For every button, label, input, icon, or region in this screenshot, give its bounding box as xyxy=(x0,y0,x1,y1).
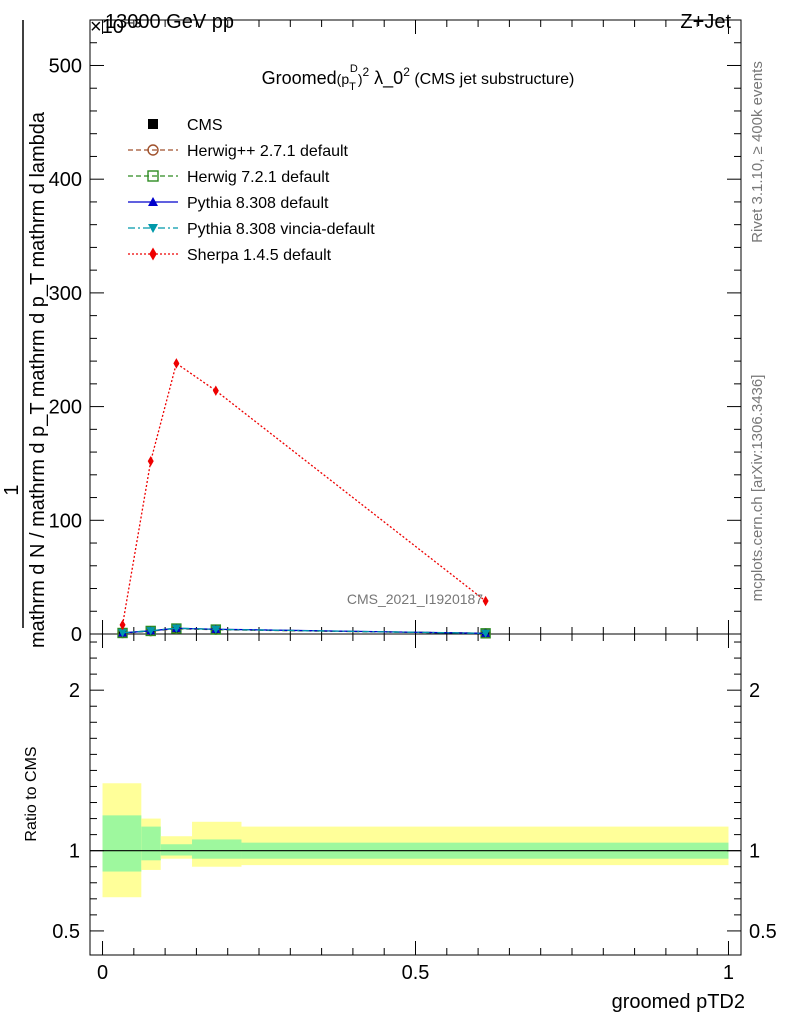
data-point-5-3 xyxy=(212,385,219,396)
ratio-y-tick-label: 2 xyxy=(69,680,80,702)
legend-label-2: Herwig 7.2.1 default xyxy=(187,169,330,186)
process-label: Z+Jet xyxy=(680,11,731,33)
energy-label: 13000 GeV pp xyxy=(105,11,234,33)
analysis-watermark: CMS_2021_I1920187 xyxy=(347,591,483,607)
ratio-y-tick-label-right: 0.5 xyxy=(749,921,777,943)
legend: CMS Herwig++ 2.7.1 default Herwig 7.2.1 de… xyxy=(128,117,375,264)
x-tick-label: 1 xyxy=(723,962,734,984)
main-y-tick-label: 400 xyxy=(49,169,82,191)
legend-marker-5 xyxy=(149,247,157,261)
main-plot-frame: 0 100 200 300 400 500 xyxy=(49,19,742,646)
legend-label-4: Pythia 8.308 vincia-default xyxy=(187,221,375,238)
title-part: (CMS jet substructure) xyxy=(410,71,574,88)
main-y-tick-label: 0 xyxy=(71,624,82,646)
main-plot-data xyxy=(117,358,491,639)
legend-label-3: Pythia 8.308 default xyxy=(187,195,329,212)
inner-band-3 xyxy=(192,839,242,859)
y-label-numerator: 1 xyxy=(1,484,23,495)
legend-label-0: CMS xyxy=(187,117,223,134)
main-frame-box xyxy=(89,19,742,635)
x-tick-label: 0.5 xyxy=(402,962,430,984)
inner-band-1 xyxy=(141,826,161,861)
ratio-plot-frame: 0.5 0.5 1 1 2 2 0 0.5 1 xyxy=(52,633,777,984)
plot-title: Groomed(pTD)2 λ_02 (CMS jet substructure… xyxy=(262,63,575,93)
legend-marker-2 xyxy=(147,170,159,182)
series-5 xyxy=(119,358,489,631)
mcplots-label: mcplots.cern.ch [arXiv:1306.3436] xyxy=(749,375,766,602)
data-point-4-2 xyxy=(171,624,181,633)
data-point-4-3 xyxy=(211,625,221,634)
data-point-4-4 xyxy=(481,629,491,638)
data-point-5-2 xyxy=(173,358,180,369)
title-part: 2 xyxy=(403,65,410,79)
y-label-denominator: mathrm d N / mathrm d p_T mathrm d p_T m… xyxy=(27,111,49,648)
main-y-tick-label: 200 xyxy=(49,397,82,419)
ratio-y-tick-label-right: 2 xyxy=(749,680,760,702)
series-line-4 xyxy=(122,627,486,634)
legend-label-5: Sherpa 1.4.5 default xyxy=(187,247,332,264)
data-point-5-1 xyxy=(147,455,154,467)
title-part: T xyxy=(349,81,356,93)
rivet-version-label: Rivet 3.1.10, ≥ 400k events xyxy=(749,61,766,243)
ratio-frame-box xyxy=(89,633,742,956)
legend-marker-0 xyxy=(148,119,158,129)
data-point-4-0 xyxy=(118,629,128,638)
legend-marker-3 xyxy=(148,197,158,206)
legend-marker-4 xyxy=(148,224,158,233)
data-point-5-4 xyxy=(482,595,489,607)
series-4 xyxy=(118,624,491,638)
title-part: D xyxy=(350,63,358,75)
title-part: λ_0 xyxy=(369,68,403,89)
main-y-axis-label: 1 mathrm d N / mathrm d p_T mathrm d p_T… xyxy=(1,20,49,648)
main-y-tick-label: 300 xyxy=(49,283,82,305)
title-part: Groomed xyxy=(262,68,337,88)
title-part: (p xyxy=(337,71,350,87)
main-y-tick-label: 100 xyxy=(49,510,82,532)
data-point-5-0 xyxy=(119,619,126,631)
inner-band-2 xyxy=(160,844,193,856)
title-part: 2 xyxy=(362,65,369,79)
series-line-5 xyxy=(121,362,487,626)
ratio-uncertainty-bands xyxy=(102,783,729,898)
data-point-4-1 xyxy=(146,627,156,636)
x-tick-label: 0 xyxy=(97,962,108,984)
legend-label-1: Herwig++ 2.7.1 default xyxy=(187,143,349,160)
inner-band-0 xyxy=(102,815,142,872)
title-part: ) xyxy=(358,71,363,87)
x-axis-label: groomed pTD2 xyxy=(612,991,745,1013)
ratio-y-tick-label: 0.5 xyxy=(52,921,80,943)
ratio-y-axis-label: Ratio to CMS xyxy=(23,746,40,841)
main-y-tick-label: 500 xyxy=(49,55,82,77)
ratio-y-tick-label-right: 1 xyxy=(749,841,760,863)
ratio-y-tick-label: 1 xyxy=(69,841,80,863)
legend-marker-1 xyxy=(147,144,159,156)
